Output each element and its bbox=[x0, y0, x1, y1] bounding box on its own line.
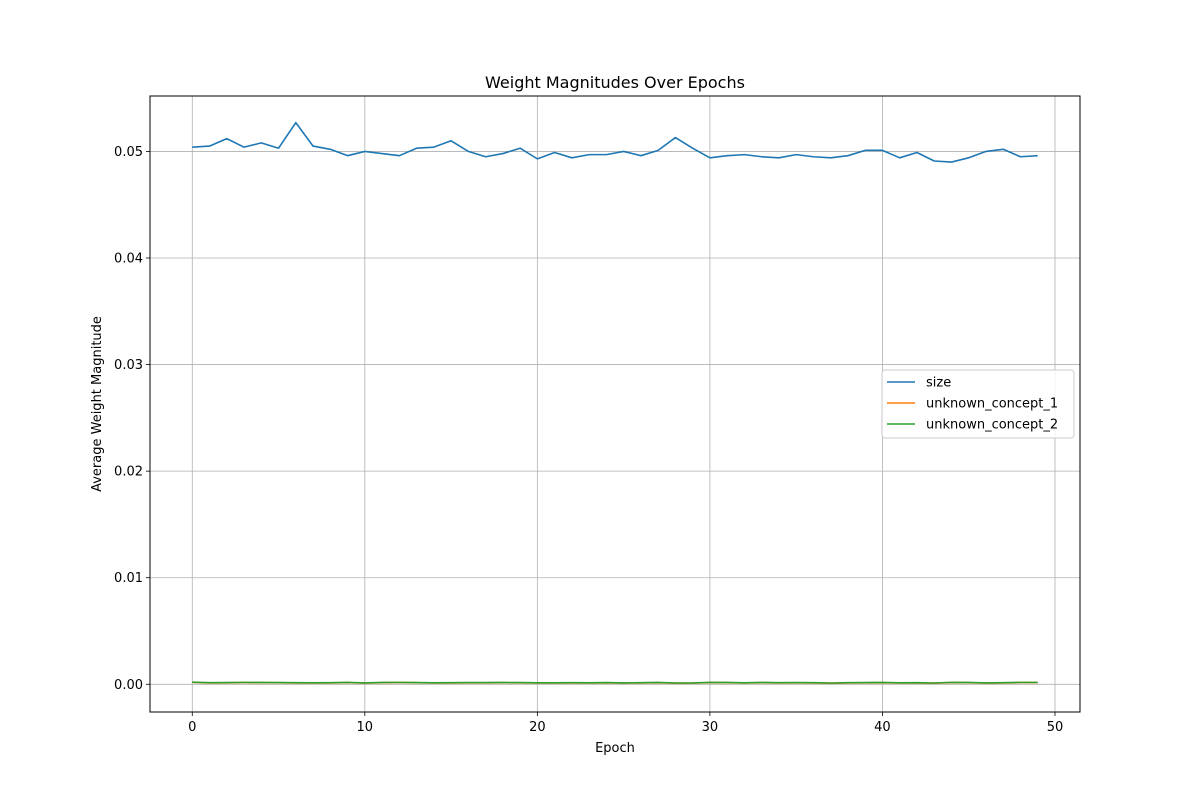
y-tick-label: 0.05 bbox=[114, 145, 143, 160]
y-tick-label: 0.00 bbox=[114, 678, 143, 693]
y-axis-label: Average Weight Magnitude bbox=[90, 316, 105, 492]
y-tick-label: 0.03 bbox=[114, 358, 143, 373]
y-tick-label: 0.02 bbox=[114, 465, 143, 480]
legend-label: size bbox=[926, 376, 951, 391]
legend-box bbox=[881, 369, 1075, 439]
x-axis-label: Epoch bbox=[595, 741, 635, 756]
y-tick-label: 0.04 bbox=[114, 251, 143, 266]
series-line-unknown_concept_2 bbox=[192, 681, 1038, 684]
plot-frame bbox=[149, 95, 1081, 713]
y-tick-label: 0.01 bbox=[114, 571, 143, 586]
x-tick-label: 20 bbox=[529, 720, 546, 735]
x-tick-label: 40 bbox=[874, 720, 891, 735]
x-tick-label: 10 bbox=[357, 720, 374, 735]
grid bbox=[150, 96, 1080, 712]
chart-title: Weight Magnitudes Over Epochs bbox=[485, 73, 745, 92]
series-lines bbox=[192, 121, 1038, 685]
x-tick-label: 0 bbox=[188, 720, 196, 735]
legend-label: unknown_concept_1 bbox=[926, 397, 1058, 412]
x-tick-label: 50 bbox=[1047, 720, 1064, 735]
series-line-size bbox=[192, 121, 1038, 163]
x-tick-label: 30 bbox=[702, 720, 719, 735]
axis-ticks: 0 10 20 30 40 50 0.00 0.01 0.02 0.03 0.04 0.05 bbox=[114, 145, 1063, 735]
legend-label: unknown_concept_2 bbox=[926, 418, 1058, 433]
legend: size unknown_concept_1 unknown_concept_2 bbox=[881, 369, 1075, 439]
